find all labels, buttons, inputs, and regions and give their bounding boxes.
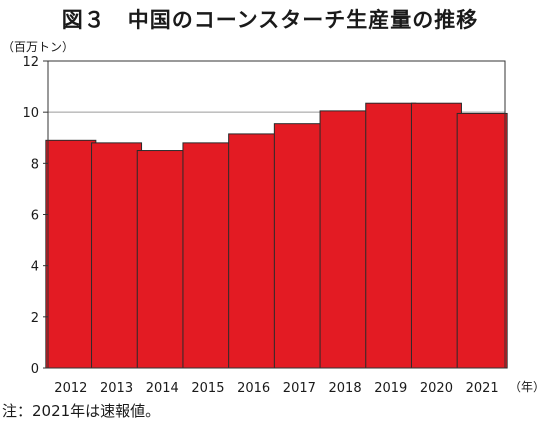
- bar-layer: [45, 102, 508, 369]
- bar-2020: [410, 102, 462, 369]
- bar-2017: [273, 123, 325, 369]
- x-tick-label: 2020: [420, 381, 453, 396]
- chart-title: 図３ 中国のコーンスターチ生産量の推移: [61, 8, 479, 32]
- bar-2013: [91, 142, 143, 369]
- x-tick-label: 2018: [329, 381, 362, 396]
- bar-2019: [365, 102, 417, 369]
- label-layer: 0 2 4 6 8 10 12 2012 2013 2014 2015 2016 2017 2018 201…: [22, 55, 498, 396]
- x-tick-label: 2012: [54, 381, 87, 396]
- bar-2016: [228, 133, 280, 369]
- bar-2012: [45, 139, 97, 369]
- x-tick-label: 2015: [191, 381, 224, 396]
- x-tick-label: 2021: [466, 381, 499, 396]
- bar-2014: [136, 150, 188, 369]
- y-tick-label: 0: [31, 362, 39, 377]
- x-tick-label: 2014: [146, 381, 179, 396]
- y-axis-unit-label: （百万トン）: [2, 40, 75, 54]
- axis-layer: [43, 60, 506, 369]
- x-tick-label: 2013: [100, 381, 133, 396]
- x-axis-unit-label: （年）: [509, 380, 540, 394]
- y-tick-label: 12: [22, 55, 39, 70]
- y-tick-label: 8: [31, 157, 39, 172]
- x-tick-label: 2017: [283, 381, 316, 396]
- bar-2015: [182, 142, 234, 369]
- bar-2021: [456, 112, 508, 369]
- x-tick-label: 2019: [374, 381, 407, 396]
- bar-2018: [319, 110, 371, 369]
- footnote: 注：2021年は速報値。: [2, 402, 161, 420]
- x-tick-label: 2016: [237, 381, 270, 396]
- y-tick-label: 4: [31, 260, 39, 275]
- y-tick-label: 2: [31, 311, 39, 326]
- y-tick-label: 10: [22, 106, 39, 121]
- y-tick-label: 6: [31, 209, 39, 224]
- plot-frame: [47, 60, 506, 369]
